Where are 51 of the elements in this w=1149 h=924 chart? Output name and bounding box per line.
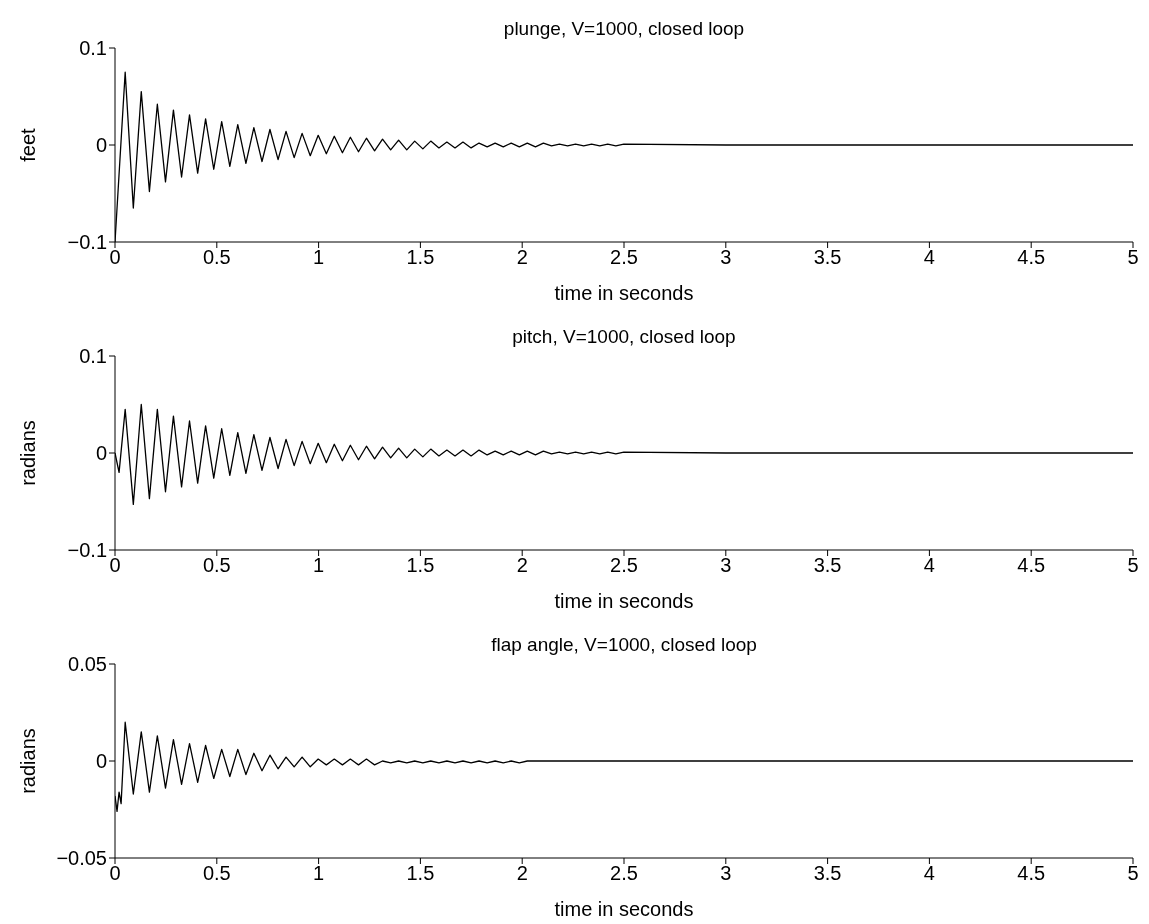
- x-axis-title: time in seconds: [554, 590, 694, 612]
- x-tick-label: 4.5: [1017, 554, 1046, 577]
- chart-title: flap angle, V=1000, closed loop: [490, 634, 758, 656]
- x-tick-label: 5: [1127, 246, 1139, 269]
- x-tick-label: 5: [1127, 862, 1139, 885]
- y-tick-label: 0.1: [79, 37, 107, 60]
- x-tick-label: 1: [313, 862, 325, 885]
- y-tick-label: 0: [95, 750, 107, 773]
- x-tick-label: 4: [923, 862, 935, 885]
- x-tick-label: 2.5: [610, 862, 638, 885]
- x-tick-label: 1: [313, 246, 325, 269]
- x-tick-label: 0.5: [202, 554, 231, 577]
- x-tick-label: 2: [516, 246, 528, 269]
- y-tick-label: −0.05: [56, 847, 107, 870]
- x-tick-label: 4: [923, 246, 935, 269]
- x-tick-label: 1.5: [406, 862, 435, 885]
- x-tick-label: 2.5: [610, 554, 638, 577]
- y-tick-label: −0.1: [67, 539, 107, 562]
- y-axis-title: radians: [17, 728, 40, 794]
- x-tick-label: 4.5: [1017, 246, 1046, 269]
- x-tick-label: 3.5: [813, 246, 842, 269]
- x-tick-label: 4: [923, 554, 935, 577]
- x-tick-label: 2.5: [610, 246, 638, 269]
- x-tick-label: 1: [313, 554, 325, 577]
- x-tick-label: 2: [516, 862, 528, 885]
- x-tick-label: 3: [720, 554, 732, 577]
- x-tick-label: 3.5: [813, 554, 842, 577]
- x-tick-label: 0.5: [202, 246, 231, 269]
- x-tick-label: 3.5: [813, 862, 842, 885]
- x-tick-label: 1.5: [406, 246, 435, 269]
- y-tick-label: 0.05: [68, 653, 107, 676]
- x-tick-label: 3: [720, 246, 732, 269]
- y-tick-label: 0: [95, 134, 107, 157]
- x-tick-label: 4.5: [1017, 862, 1046, 885]
- x-tick-label: 0.5: [202, 862, 231, 885]
- x-tick-label: 1.5: [406, 554, 435, 577]
- x-tick-label: 0: [109, 246, 121, 269]
- y-tick-label: −0.1: [67, 231, 107, 254]
- x-axis-title: time in seconds: [554, 898, 694, 920]
- x-tick-label: 0: [109, 554, 121, 577]
- chart-title: pitch, V=1000, closed loop: [511, 326, 737, 348]
- x-axis-title: time in seconds: [554, 282, 694, 304]
- x-tick-label: 2: [516, 554, 528, 577]
- x-tick-label: 3: [720, 862, 732, 885]
- chart-title: plunge, V=1000, closed loop: [502, 18, 746, 40]
- y-axis-title: radians: [17, 420, 40, 486]
- y-axis-title: feet: [17, 127, 40, 162]
- y-tick-label: 0.1: [79, 345, 107, 368]
- x-tick-label: 0: [109, 862, 121, 885]
- x-tick-label: 5: [1127, 554, 1139, 577]
- y-tick-label: 0: [95, 442, 107, 465]
